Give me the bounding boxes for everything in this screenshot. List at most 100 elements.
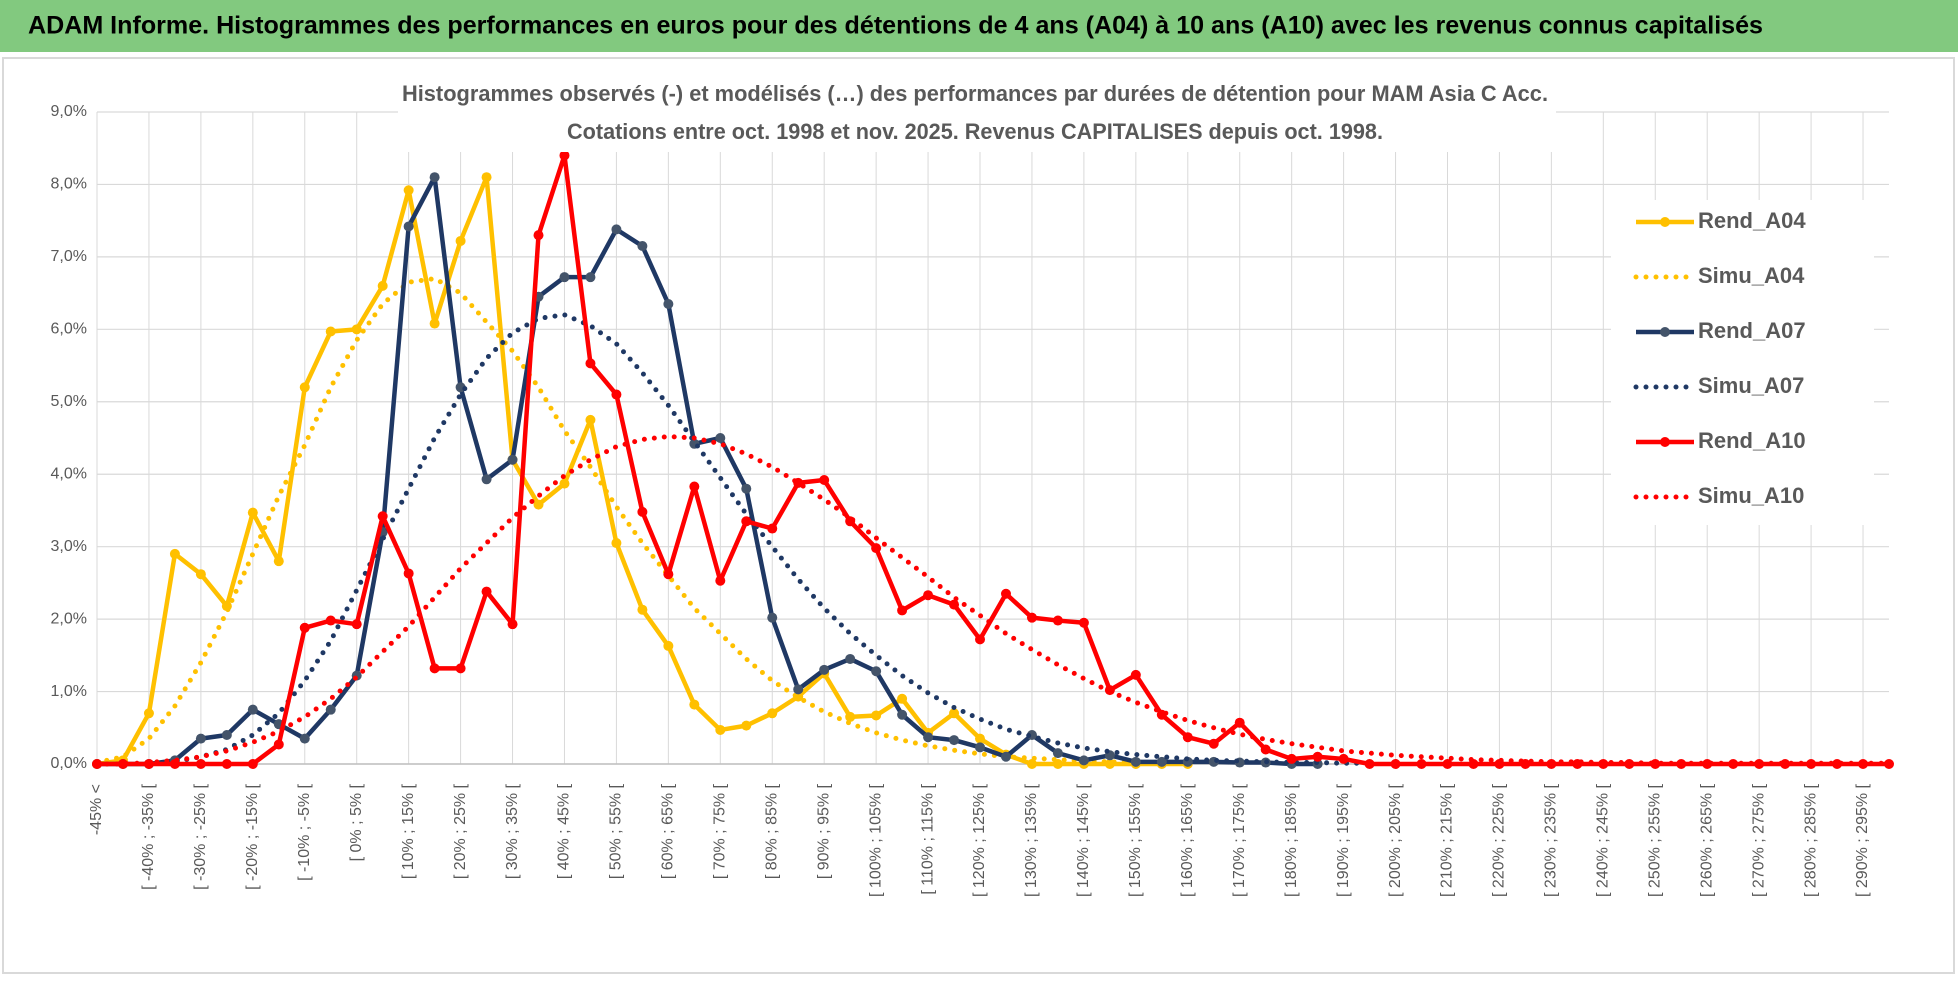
data-point [481,474,492,485]
x-tick-label: [ 140% ; 145% [ [1075,783,1092,897]
x-tick-label: [ 110% ; 115% [ [919,783,936,894]
data-point [273,739,284,750]
data-point [143,708,154,719]
x-tick-label: [ 220% ; 225% [ [1491,783,1508,897]
legend-label: Rend_A10 [1698,428,1806,453]
x-tick-label: [ 210% ; 215% [ [1439,783,1456,897]
data-point [169,548,180,559]
x-tick-label: [ 230% ; 235% [ [1543,783,1560,897]
title-backdrop [398,76,1556,152]
data-point [871,543,882,554]
x-tick-label: [ 80% ; 85% [ [763,783,780,879]
y-tick-label: 3,0% [51,538,87,555]
series-line [94,434,1892,767]
data-point [1000,751,1011,762]
data-point [559,478,570,489]
data-point [299,733,310,744]
x-tick-label: [ 160% ; 165% [ [1179,783,1196,897]
data-point [247,759,258,769]
x-tick-label: [ -10% ; -5% [ [296,783,313,880]
x-tick-label: [ 20% ; 25% [ [452,783,469,879]
y-tick-label: 7,0% [51,248,87,265]
data-point [507,454,518,465]
legend-marker [1660,217,1670,227]
data-point [1442,759,1453,769]
data-point [689,699,700,710]
data-point [585,358,596,369]
legend-label: Simu_A10 [1698,483,1804,508]
legend-marker [1660,437,1670,447]
data-point [949,599,960,610]
data-point [741,720,752,731]
data-point [845,711,856,722]
data-point [949,735,960,746]
data-point [1416,759,1427,769]
x-tick-label: [ 0% ; 5% [ [348,783,365,861]
data-point [299,382,310,393]
data-point [1286,753,1297,764]
x-tick-label: [ -20% ; -15% [ [244,783,261,889]
data-point [247,507,258,518]
data-point [429,318,440,329]
x-tick-label: [ 90% ; 95% [ [815,783,832,879]
data-point [325,615,336,626]
data-point [663,298,674,309]
data-point [1052,748,1063,759]
data-point [1078,755,1089,766]
chart-subtitle: Cotations entre oct. 1998 et nov. 2025. … [567,119,1383,144]
legend-marker [1660,327,1670,337]
data-point [325,704,336,715]
data-point [221,730,232,741]
chart-title: Histogrammes observés (-) et modélisés (… [402,81,1548,106]
data-point [533,230,544,241]
data-point [819,475,830,486]
data-point [325,326,336,337]
data-point [897,693,908,704]
data-point [1130,669,1141,680]
legend-label: Rend_A04 [1698,208,1806,233]
data-point [1234,717,1245,728]
data-point [1312,751,1323,762]
x-tick-label: [ 60% ; 65% [ [660,783,677,879]
x-tick-label: [ 100% ; 105% [ [867,783,884,897]
legend-box [1611,200,1874,525]
y-tick-label: 1,0% [51,683,87,700]
data-point [429,172,440,183]
y-tick-label: 0,0% [51,755,87,772]
x-tick-label: [ 200% ; 205% [ [1387,783,1404,897]
data-point [793,684,804,695]
x-tick-label: [ 10% ; 15% [ [400,783,417,879]
x-tick-label: [ 30% ; 35% [ [504,783,521,879]
data-point [1156,756,1167,767]
data-point [299,622,310,633]
x-tick-label: [ 130% ; 135% [ [1023,783,1040,897]
x-tick-label: [ 170% ; 175% [ [1231,783,1248,897]
data-point [1338,753,1349,764]
data-point [351,619,362,630]
data-point [455,663,466,674]
data-point [273,556,284,567]
x-tick-label: [ 180% ; 185% [ [1283,783,1300,897]
data-point [845,653,856,664]
data-point [975,634,986,645]
data-point [767,523,778,534]
legend-label: Rend_A07 [1698,318,1806,343]
x-tick-label: [ 50% ; 55% [ [608,783,625,879]
data-point [741,483,752,494]
x-tick-label: [ 240% ; 245% [ [1595,783,1612,897]
data-point [689,481,700,492]
data-point [351,324,362,335]
data-point [1026,612,1037,623]
data-point [481,172,492,183]
plot-area: 0,0% 1,0% 2,0% 3,0% 4,0% 5,0% 6,0% 7,0% 8,0% 9,0%… [51,103,1894,897]
data-point [611,224,622,235]
data-point [611,538,622,549]
y-tick-label: 2,0% [51,610,87,627]
header-title: ADAM Informe. Histogrammes des performan… [28,12,1763,40]
data-point [923,590,934,601]
data-point [429,663,440,674]
data-point [507,619,518,630]
x-tick-label: [ 250% ; 255% [ [1646,783,1663,897]
x-tick-label: [ 40% ; 45% [ [556,783,573,879]
data-point [195,569,206,580]
